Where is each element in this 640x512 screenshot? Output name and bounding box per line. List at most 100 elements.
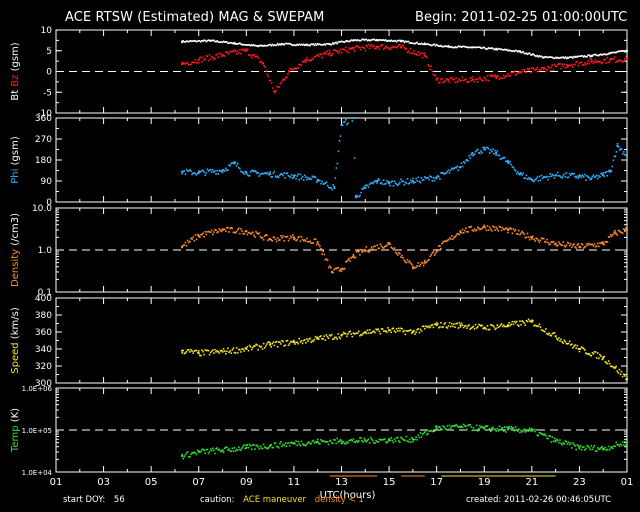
data-point — [626, 377, 628, 380]
data-point — [593, 243, 596, 245]
data-point — [368, 183, 371, 186]
data-point — [365, 184, 368, 187]
data-point — [535, 428, 537, 431]
data-point — [351, 39, 354, 42]
data-point — [606, 56, 608, 59]
data-point — [378, 48, 381, 51]
data-point — [480, 228, 482, 230]
data-point — [298, 235, 301, 238]
data-point — [378, 179, 381, 181]
data-point — [616, 145, 619, 147]
data-point — [247, 446, 250, 449]
data-point — [193, 350, 196, 352]
data-point — [469, 157, 471, 159]
data-point — [203, 353, 205, 356]
data-point — [512, 323, 515, 326]
data-point — [482, 46, 484, 49]
data-point — [246, 345, 249, 348]
data-point — [589, 58, 592, 60]
data-point — [552, 332, 555, 334]
data-point — [449, 427, 452, 429]
data-point — [338, 41, 341, 43]
data-point — [524, 52, 527, 55]
data-point — [608, 449, 611, 451]
data-point — [364, 38, 367, 41]
x-tick-label: 15 — [383, 477, 396, 488]
data-point — [535, 68, 537, 71]
data-point — [524, 324, 527, 327]
data-point — [446, 45, 449, 48]
data-point — [592, 446, 595, 449]
data-point — [254, 236, 256, 238]
data-point — [605, 170, 608, 173]
data-point — [388, 47, 390, 50]
data-point — [594, 450, 597, 453]
data-point — [328, 265, 331, 267]
data-point — [340, 442, 343, 445]
data-point — [370, 246, 373, 248]
data-point — [467, 325, 469, 327]
data-point — [351, 439, 354, 442]
data-point — [536, 176, 539, 179]
data-point — [478, 227, 480, 229]
data-point — [333, 43, 335, 45]
data-point — [239, 448, 241, 451]
data-point — [613, 56, 616, 58]
data-point — [454, 425, 456, 427]
data-point — [571, 172, 573, 175]
data-point — [408, 260, 411, 262]
data-point — [435, 427, 438, 430]
data-point — [509, 49, 512, 52]
data-point — [215, 447, 217, 450]
data-point — [438, 45, 440, 48]
series-phi — [181, 117, 628, 199]
data-point — [421, 56, 424, 59]
data-point — [493, 226, 495, 228]
data-point — [197, 170, 200, 172]
x-tick-label: 23 — [573, 477, 586, 488]
data-point — [186, 61, 189, 64]
data-point — [339, 40, 342, 43]
data-point — [476, 430, 479, 432]
data-point — [229, 350, 231, 352]
data-point — [187, 241, 190, 244]
data-point — [582, 446, 585, 448]
data-point — [335, 442, 337, 445]
data-point — [579, 61, 582, 64]
data-point — [597, 177, 599, 180]
data-point — [338, 270, 341, 272]
data-point — [317, 442, 320, 445]
data-point — [510, 163, 513, 166]
data-point — [456, 424, 459, 427]
data-point — [246, 44, 249, 46]
data-point — [297, 440, 300, 443]
data-point — [364, 249, 367, 251]
data-point — [261, 236, 264, 239]
data-point — [465, 78, 467, 80]
data-point — [552, 174, 555, 177]
data-point — [192, 61, 194, 63]
data-point — [259, 173, 262, 176]
data-point — [226, 51, 228, 53]
data-point — [353, 157, 356, 159]
data-point — [410, 52, 413, 55]
data-point — [518, 71, 521, 74]
data-point — [580, 448, 583, 451]
data-point — [395, 437, 398, 439]
data-point — [353, 39, 356, 41]
data-point — [185, 452, 188, 454]
data-point — [317, 43, 320, 46]
data-point — [266, 44, 268, 47]
data-point — [596, 54, 599, 57]
data-point — [406, 51, 409, 54]
data-point — [191, 173, 193, 176]
data-point — [494, 328, 496, 331]
data-point — [290, 68, 293, 70]
data-point — [447, 428, 450, 431]
data-point — [603, 355, 606, 358]
data-point — [410, 436, 413, 439]
data-point — [460, 79, 463, 82]
data-point — [439, 326, 441, 328]
data-point — [509, 227, 512, 229]
